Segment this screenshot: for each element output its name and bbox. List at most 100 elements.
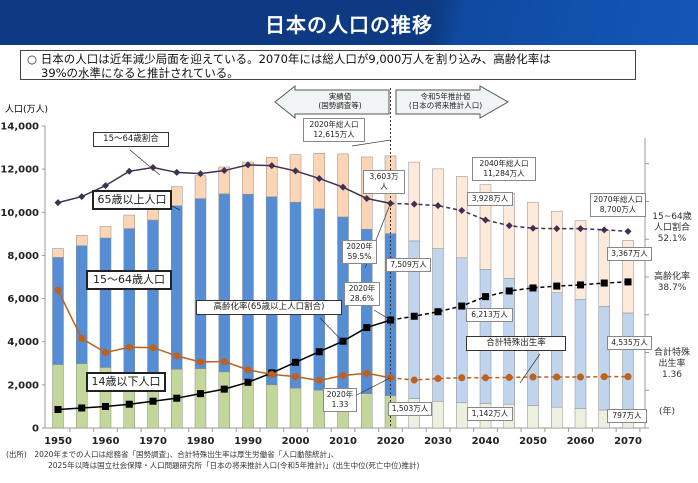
x-tick-label: 2070 — [614, 436, 642, 447]
label-working-share: 15～64歳割合 — [93, 132, 169, 147]
source-line-2: 2025年以降は国立社会保障・人口問題研究所「日本の将来推計人口(令和5年推計)… — [48, 461, 420, 470]
tfr-point — [482, 374, 489, 382]
working-share-point — [220, 167, 228, 175]
leader-line — [319, 317, 344, 342]
working-share-point — [197, 170, 204, 178]
bar-age65 — [574, 220, 587, 300]
aging-rate-point — [125, 400, 133, 408]
tfr-point — [102, 349, 109, 356]
working-share-point — [268, 162, 276, 170]
leader-line — [519, 353, 541, 384]
bar-age65 — [99, 226, 112, 239]
tfr-point — [600, 373, 608, 381]
aging-rate-point — [482, 293, 489, 301]
x-tick-label: 1970 — [139, 436, 167, 447]
annotation-child-2020: 1,503万人 — [388, 402, 432, 416]
aging-rate-point — [553, 282, 561, 290]
x-tick-label: 1980 — [187, 436, 215, 447]
bar-age65 — [598, 230, 610, 307]
bar-age65 — [76, 235, 88, 246]
annotation-total-2020: 2020年総人口 12,615万人 — [303, 118, 365, 142]
y-tick-label: 12,000 — [0, 165, 39, 176]
aging-rate-point — [505, 287, 513, 295]
working-share-point — [482, 216, 489, 224]
tfr-point — [339, 372, 347, 380]
annotation-share-2020: 2020年 59.5% — [342, 240, 377, 264]
label-age15-64: 15～64歳人口 — [86, 270, 172, 290]
tfr-line-projection — [390, 375, 628, 381]
bar-age65 — [456, 176, 468, 259]
tfr-point — [292, 373, 299, 381]
bar-age65 — [171, 186, 183, 206]
working-share-point — [458, 207, 466, 215]
tfr-point — [125, 343, 133, 351]
leader-line — [351, 139, 391, 147]
tfr-point — [505, 373, 513, 381]
aging-rate-point — [54, 406, 62, 414]
bar-age65 — [194, 175, 207, 199]
bar-age15-64 — [76, 245, 88, 364]
source-line-1: (出所) 2020年までの人口は総務省「国勢調査」、合計特殊出生率は厚生労働省「… — [6, 450, 339, 459]
tfr-point — [624, 373, 632, 381]
tfr-point — [529, 373, 537, 381]
bar-age15-64 — [598, 305, 610, 411]
bar-age15-64 — [99, 237, 112, 368]
x-tick-label: 2040 — [472, 436, 500, 447]
aging-rate-point — [197, 390, 204, 398]
leader-line — [129, 149, 161, 176]
bar-age65 — [551, 210, 563, 293]
tfr-point — [577, 373, 584, 381]
working-share-point — [292, 167, 299, 175]
tfr-point — [78, 335, 86, 343]
working-share-point — [505, 222, 513, 230]
bar-age0-14 — [266, 384, 278, 429]
annotation-age65-2070: 3,367万人 — [607, 247, 652, 261]
tfr-point — [197, 358, 204, 366]
x-tick-label: 1990 — [234, 436, 262, 447]
working-share-point — [577, 225, 584, 233]
working-share-point — [102, 182, 109, 190]
x-tick-label: 2060 — [567, 436, 595, 447]
bar-age15-64 — [266, 196, 278, 386]
working-share-point — [54, 199, 62, 207]
tfr-point — [363, 369, 371, 377]
annotation-total-2040: 2040年総人口 11,284万人 — [472, 157, 536, 181]
right-label-aging-rate: 高齢化率 38.7% — [653, 272, 690, 293]
annotation-working-2070: 4,535万人 — [607, 336, 652, 350]
actual-period-arrow — [274, 84, 390, 120]
aging-rate-point — [600, 279, 608, 287]
bar-age65 — [503, 193, 515, 279]
annotation-total-2070: 2070年総人口 8,700万人 — [590, 193, 646, 217]
working-share-point — [244, 161, 252, 169]
y-tick-label: 8,000 — [7, 251, 39, 262]
bar-age65 — [479, 184, 492, 270]
working-share-point — [173, 168, 181, 176]
page-title: 日本の人口の推移 — [265, 13, 433, 37]
bar-age65 — [289, 154, 302, 203]
y-tick-label: 4,000 — [7, 337, 39, 348]
bar-age65 — [266, 157, 278, 198]
summary-line-1: ○ 日本の人口は近年減少局面を迎えている。2070年には総人口が9,000万人を… — [27, 52, 551, 66]
aging-rate-point — [102, 402, 109, 410]
annotation-child-2070: 797万人 — [607, 409, 647, 423]
working-share-point — [339, 183, 347, 191]
aging-rate-point — [149, 397, 157, 405]
bar-age15-64 — [622, 312, 634, 412]
annotation-age65-2040: 3,928万人 — [467, 192, 513, 206]
working-share-point — [600, 226, 608, 234]
tfr-point — [410, 376, 418, 384]
bar-age65 — [123, 214, 135, 229]
aging-rate-point — [315, 348, 323, 356]
bar-age0-14 — [194, 368, 207, 429]
tfr-point — [173, 352, 181, 360]
y-tick-label: 2,000 — [7, 380, 39, 391]
working-share-point — [434, 202, 442, 210]
y-tick-label: 0 — [32, 424, 39, 435]
x-tick-label: 2010 — [329, 436, 357, 447]
working-share-point — [78, 193, 86, 201]
x-tick-label: 2000 — [282, 436, 310, 447]
tfr-point — [220, 358, 228, 366]
working-share-point — [624, 227, 632, 235]
annotation-aging-2020: 2020年 28.6% — [344, 282, 380, 306]
x-axis-unit: (年) — [658, 407, 676, 417]
